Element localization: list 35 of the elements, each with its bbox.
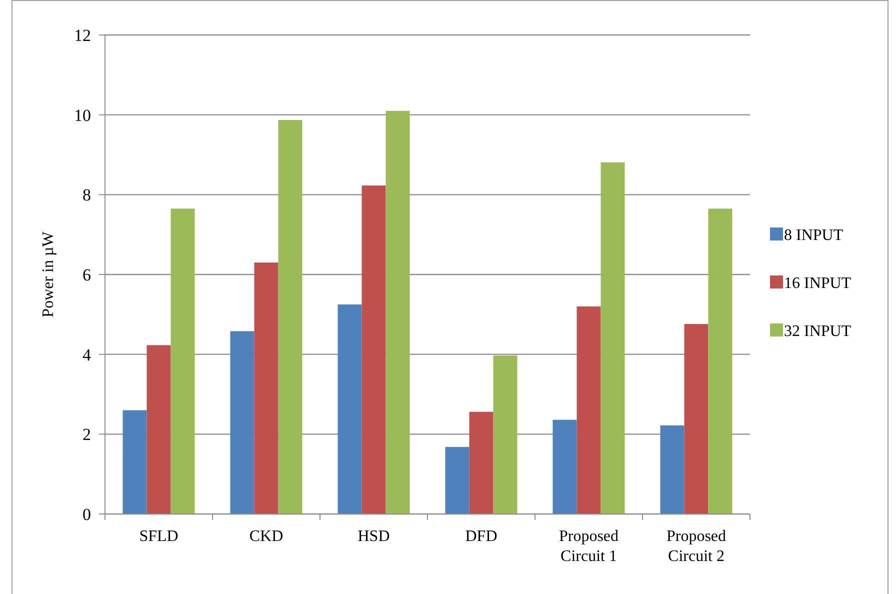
y-tick-label: 4 [82,345,92,364]
bar [708,208,732,514]
bar [445,446,470,514]
x-tick-label: Proposed Circuit 1 [558,528,619,565]
bar [469,412,494,514]
x-tick-label: HSD [358,528,390,545]
y-tick-label: 6 [82,265,91,284]
y-tick-label: 12 [74,26,91,45]
x-tick-label: Proposed Circuit 2 [666,528,726,565]
bar [493,356,518,514]
x-tick-label: SFLD [139,528,178,545]
bar [600,162,625,514]
y-axis-title: Power in µW [40,230,57,318]
y-tick-label: 0 [82,504,91,524]
x-tick-label: DFD [465,528,498,545]
x-tick-label: CKD [249,528,284,545]
bar [576,306,601,514]
bar [170,208,195,514]
bar [230,331,254,514]
y-tick-label: 8 [82,186,91,205]
bar [386,110,410,514]
bar [146,345,171,514]
legend-label: 8 INPUT [784,227,844,244]
y-tick-label: 10 [74,106,91,125]
legend-label: 32 INPUT [784,323,852,340]
bar [552,420,577,514]
bar [684,324,708,514]
bar [660,425,684,514]
bar [362,185,386,514]
legend-label: 16 INPUT [784,275,852,292]
bar [338,304,362,514]
bar [254,262,278,514]
bar [122,410,147,514]
y-tick-label: 2 [82,425,91,444]
bar [278,120,302,514]
